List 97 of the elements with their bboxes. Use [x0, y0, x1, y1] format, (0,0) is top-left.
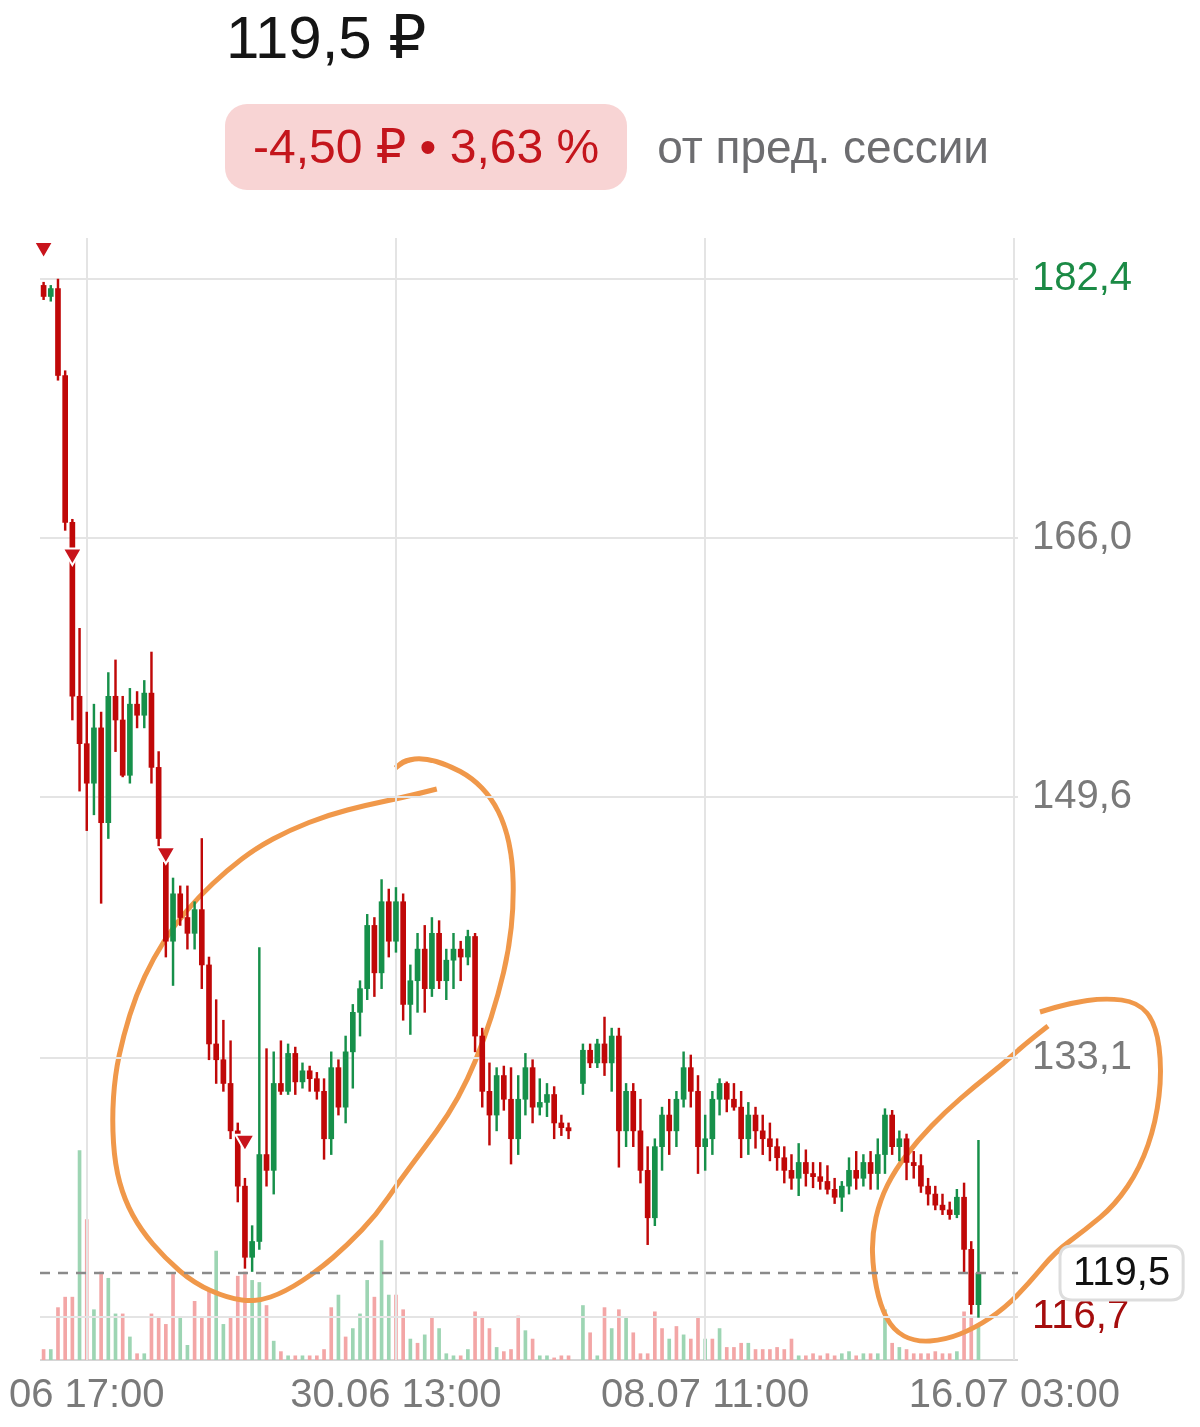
- bar: [509, 1349, 513, 1360]
- bar: [207, 1290, 211, 1360]
- bar: [811, 1353, 815, 1360]
- y-tick-label: 116,7: [1032, 1292, 1130, 1337]
- bar: [933, 1351, 938, 1360]
- bar: [537, 1355, 542, 1360]
- bar: [142, 1353, 147, 1360]
- bar: [739, 1342, 743, 1360]
- y-tick-label: 166,0: [1032, 513, 1133, 558]
- bar: [56, 1307, 60, 1360]
- y-tick-label: 149,6: [1032, 772, 1133, 817]
- bar: [279, 1351, 283, 1360]
- x-tick-label: 16.07 03:00: [908, 1371, 1121, 1416]
- bar: [235, 1275, 240, 1360]
- bar: [969, 1317, 974, 1360]
- bar: [293, 1355, 298, 1360]
- bar: [839, 1353, 844, 1360]
- bar: [128, 1336, 132, 1360]
- bar: [609, 1328, 614, 1360]
- bar: [315, 1355, 319, 1360]
- bar: [624, 1317, 628, 1360]
- bar: [732, 1347, 736, 1360]
- ref-line-label: 119,5: [1072, 1249, 1171, 1294]
- bar: [480, 1317, 485, 1360]
- bar: [466, 1349, 470, 1360]
- bar: [365, 1280, 370, 1360]
- bar: [63, 1296, 67, 1360]
- bar: [444, 1353, 449, 1360]
- bar: [760, 1349, 765, 1360]
- bar: [581, 1305, 585, 1360]
- bar: [875, 1353, 880, 1360]
- bar: [911, 1353, 916, 1360]
- bar: [775, 1347, 779, 1360]
- bar: [106, 1277, 111, 1360]
- bar: [350, 1328, 355, 1360]
- bar: [48, 1349, 53, 1360]
- bar: [782, 1349, 787, 1360]
- bar: [947, 1353, 952, 1360]
- bar: [437, 1328, 441, 1360]
- bar: [199, 1317, 204, 1360]
- candlestick: [565, 1122, 572, 1140]
- bar: [595, 1355, 600, 1360]
- text: от пред. сессии: [657, 120, 990, 175]
- bar: [890, 1342, 894, 1360]
- bar: [696, 1317, 700, 1360]
- bar: [430, 1317, 434, 1360]
- candlestick: [450, 932, 457, 989]
- bar: [631, 1332, 636, 1360]
- chart-title: 119,5 ₽: [226, 3, 427, 73]
- bar: [171, 1273, 175, 1360]
- x-tick-label: 08.07 11:00: [601, 1371, 810, 1416]
- bar: [724, 1347, 729, 1360]
- candlestick: [457, 940, 464, 982]
- candlestick: [788, 1154, 795, 1190]
- bar: [955, 1351, 959, 1360]
- bar: [286, 1355, 290, 1360]
- bar: [458, 1355, 463, 1360]
- candlestick: [263, 1048, 270, 1187]
- bar: [502, 1351, 506, 1360]
- bar: [178, 1317, 183, 1360]
- bar: [422, 1334, 427, 1360]
- text: -4,50 ₽ • 3,63 %: [225, 104, 628, 190]
- bar: [473, 1311, 477, 1360]
- x-tick-label: 06 17:00: [8, 1371, 165, 1416]
- bar: [926, 1353, 930, 1360]
- y-tick-label: 133,1: [1032, 1033, 1133, 1078]
- bar: [804, 1355, 808, 1360]
- bar: [120, 1313, 125, 1360]
- bar: [271, 1340, 276, 1360]
- bar: [401, 1309, 405, 1360]
- bar: [617, 1309, 621, 1360]
- bar: [516, 1315, 521, 1360]
- x-tick-label: 30.06 13:00: [290, 1371, 502, 1416]
- bar: [660, 1328, 664, 1360]
- bar: [358, 1313, 362, 1360]
- bar: [818, 1355, 823, 1360]
- bar: [962, 1311, 966, 1360]
- bar: [854, 1355, 859, 1360]
- bar: [545, 1355, 549, 1360]
- bar: [250, 1280, 254, 1360]
- bar: [653, 1311, 657, 1360]
- bar: [322, 1349, 326, 1360]
- bar: [243, 1271, 247, 1360]
- bar: [329, 1307, 334, 1360]
- bar: [386, 1294, 391, 1360]
- bar: [919, 1353, 923, 1360]
- bar: [99, 1271, 103, 1360]
- bar: [847, 1351, 851, 1360]
- bar: [588, 1332, 592, 1360]
- bar: [667, 1338, 672, 1360]
- bar: [214, 1250, 219, 1360]
- bar: [164, 1324, 168, 1360]
- bar: [135, 1353, 139, 1360]
- bar: [688, 1338, 693, 1360]
- bar: [92, 1309, 96, 1360]
- y-tick-label: 182,4: [1032, 254, 1133, 299]
- bar: [768, 1349, 772, 1360]
